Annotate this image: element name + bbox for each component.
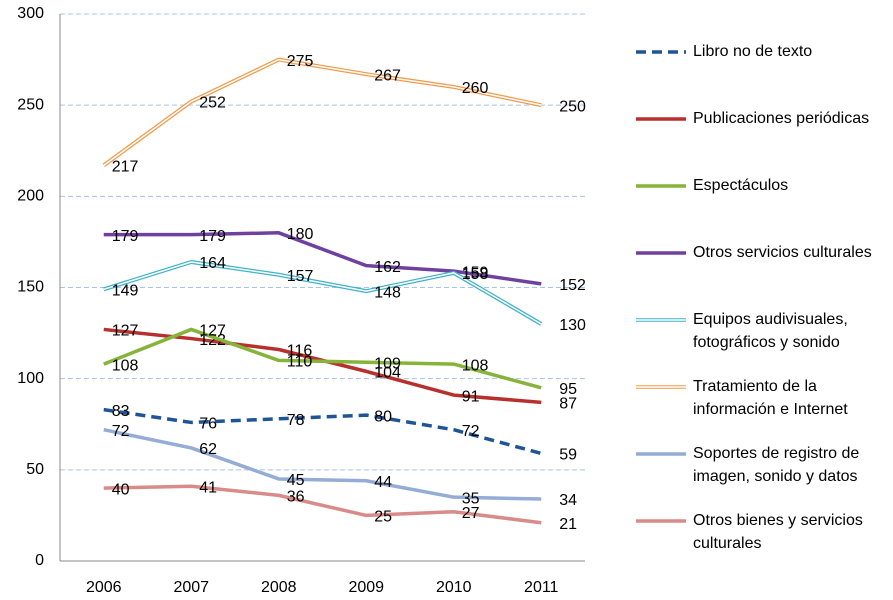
data-label: 35 <box>462 490 480 507</box>
x-tick-label: 2011 <box>524 579 559 596</box>
data-label: 267 <box>374 67 401 84</box>
y-tick-label: 200 <box>17 188 44 205</box>
series-line <box>103 484 542 525</box>
y-tick-label: 50 <box>26 461 44 478</box>
data-label: 159 <box>462 264 489 281</box>
x-tick-label: 2008 <box>261 579 297 596</box>
legend-line: imagen, sonido y datos <box>693 468 858 485</box>
data-label: 27 <box>462 505 480 522</box>
data-label: 45 <box>287 472 305 489</box>
data-label: 72 <box>112 423 130 440</box>
series-line <box>102 57 542 167</box>
data-label: 148 <box>374 284 401 301</box>
legend-line: información e Internet <box>693 401 848 418</box>
data-label: 44 <box>374 474 392 491</box>
legend-label: Otros bienes y servicios culturales <box>693 512 863 552</box>
data-label: 162 <box>374 259 401 276</box>
series-line <box>103 407 542 456</box>
y-tick-label: 0 <box>35 552 44 569</box>
data-label: 108 <box>112 357 139 374</box>
data-label: 109 <box>374 355 401 372</box>
legend-line: fotográficos y sonido <box>693 334 840 351</box>
data-label: 275 <box>287 53 314 70</box>
data-label: 157 <box>287 268 314 285</box>
legend-label: Publicaciones periódicas <box>693 110 869 127</box>
data-label: 260 <box>462 80 489 97</box>
series-line <box>103 327 542 390</box>
x-tick-label: 2010 <box>436 579 472 596</box>
x-tick-label: 2007 <box>173 579 209 596</box>
y-tick-label: 250 <box>17 96 44 113</box>
data-label: 158 <box>462 266 489 283</box>
data-label: 250 <box>559 98 586 115</box>
legend-line: Publicaciones periódicas <box>693 110 869 127</box>
data-label: 62 <box>199 441 217 458</box>
data-label: 36 <box>287 489 305 506</box>
legend-line: Espectáculos <box>693 177 788 194</box>
y-tick-label: 150 <box>17 279 44 296</box>
data-label: 110 <box>287 354 313 371</box>
data-label: 180 <box>287 226 314 243</box>
data-label: 108 <box>462 357 489 374</box>
series-line-inner <box>103 58 542 166</box>
data-label: 252 <box>199 95 226 112</box>
legend-label: Tratamiento de la información e Internet <box>693 378 848 418</box>
legend-label: Espectáculos <box>693 177 788 194</box>
data-label: 76 <box>199 416 217 433</box>
data-label: 104 <box>374 365 401 382</box>
data-label: 21 <box>559 516 577 533</box>
series-line-inner <box>103 261 542 325</box>
data-label: 179 <box>112 228 139 245</box>
data-label: 116 <box>287 343 313 360</box>
data-label: 72 <box>462 423 480 440</box>
data-label: 78 <box>287 412 305 429</box>
data-label: 179 <box>199 228 226 245</box>
legend-label: Libro no de texto <box>693 43 812 60</box>
legend-line: Tratamiento de la <box>693 378 817 395</box>
legend-line: Libro no de texto <box>693 43 812 60</box>
data-label: 95 <box>559 381 577 398</box>
data-label: 149 <box>112 283 139 300</box>
data-label: 41 <box>199 479 217 496</box>
series-line <box>103 231 542 286</box>
legend-label: Equipos audivisuales, fotográficos y soni… <box>693 311 848 351</box>
legend-line: Soportes de registro de <box>693 445 859 462</box>
data-label: 152 <box>559 277 586 294</box>
data-label: 127 <box>199 323 226 340</box>
data-label: 164 <box>199 255 226 272</box>
legend-line: Otros servicios culturales <box>693 244 872 261</box>
legend-line: Otros bienes y servicios <box>693 512 863 529</box>
data-label: 59 <box>559 447 577 464</box>
series-line <box>103 428 542 501</box>
data-label: 217 <box>112 159 139 176</box>
legend-label: Soportes de registro de imagen, sonido y … <box>693 445 859 485</box>
legend-line: culturales <box>693 535 761 552</box>
data-label: 87 <box>559 396 577 413</box>
legend-label: Otros servicios culturales <box>693 244 872 261</box>
data-label: 25 <box>374 509 392 526</box>
x-tick-label: 2006 <box>86 579 122 596</box>
data-label: 83 <box>112 403 130 420</box>
data-label: 34 <box>559 492 577 509</box>
y-tick-label: 100 <box>17 370 44 387</box>
data-label: 40 <box>112 481 130 498</box>
data-label: 80 <box>374 408 392 425</box>
x-tick-label: 2009 <box>348 579 384 596</box>
data-label: 91 <box>462 388 480 405</box>
legend-line: Equipos audivisuales, <box>693 311 848 328</box>
data-label: 130 <box>559 317 586 334</box>
data-label: 127 <box>112 323 139 340</box>
y-tick-label: 300 <box>17 5 44 22</box>
